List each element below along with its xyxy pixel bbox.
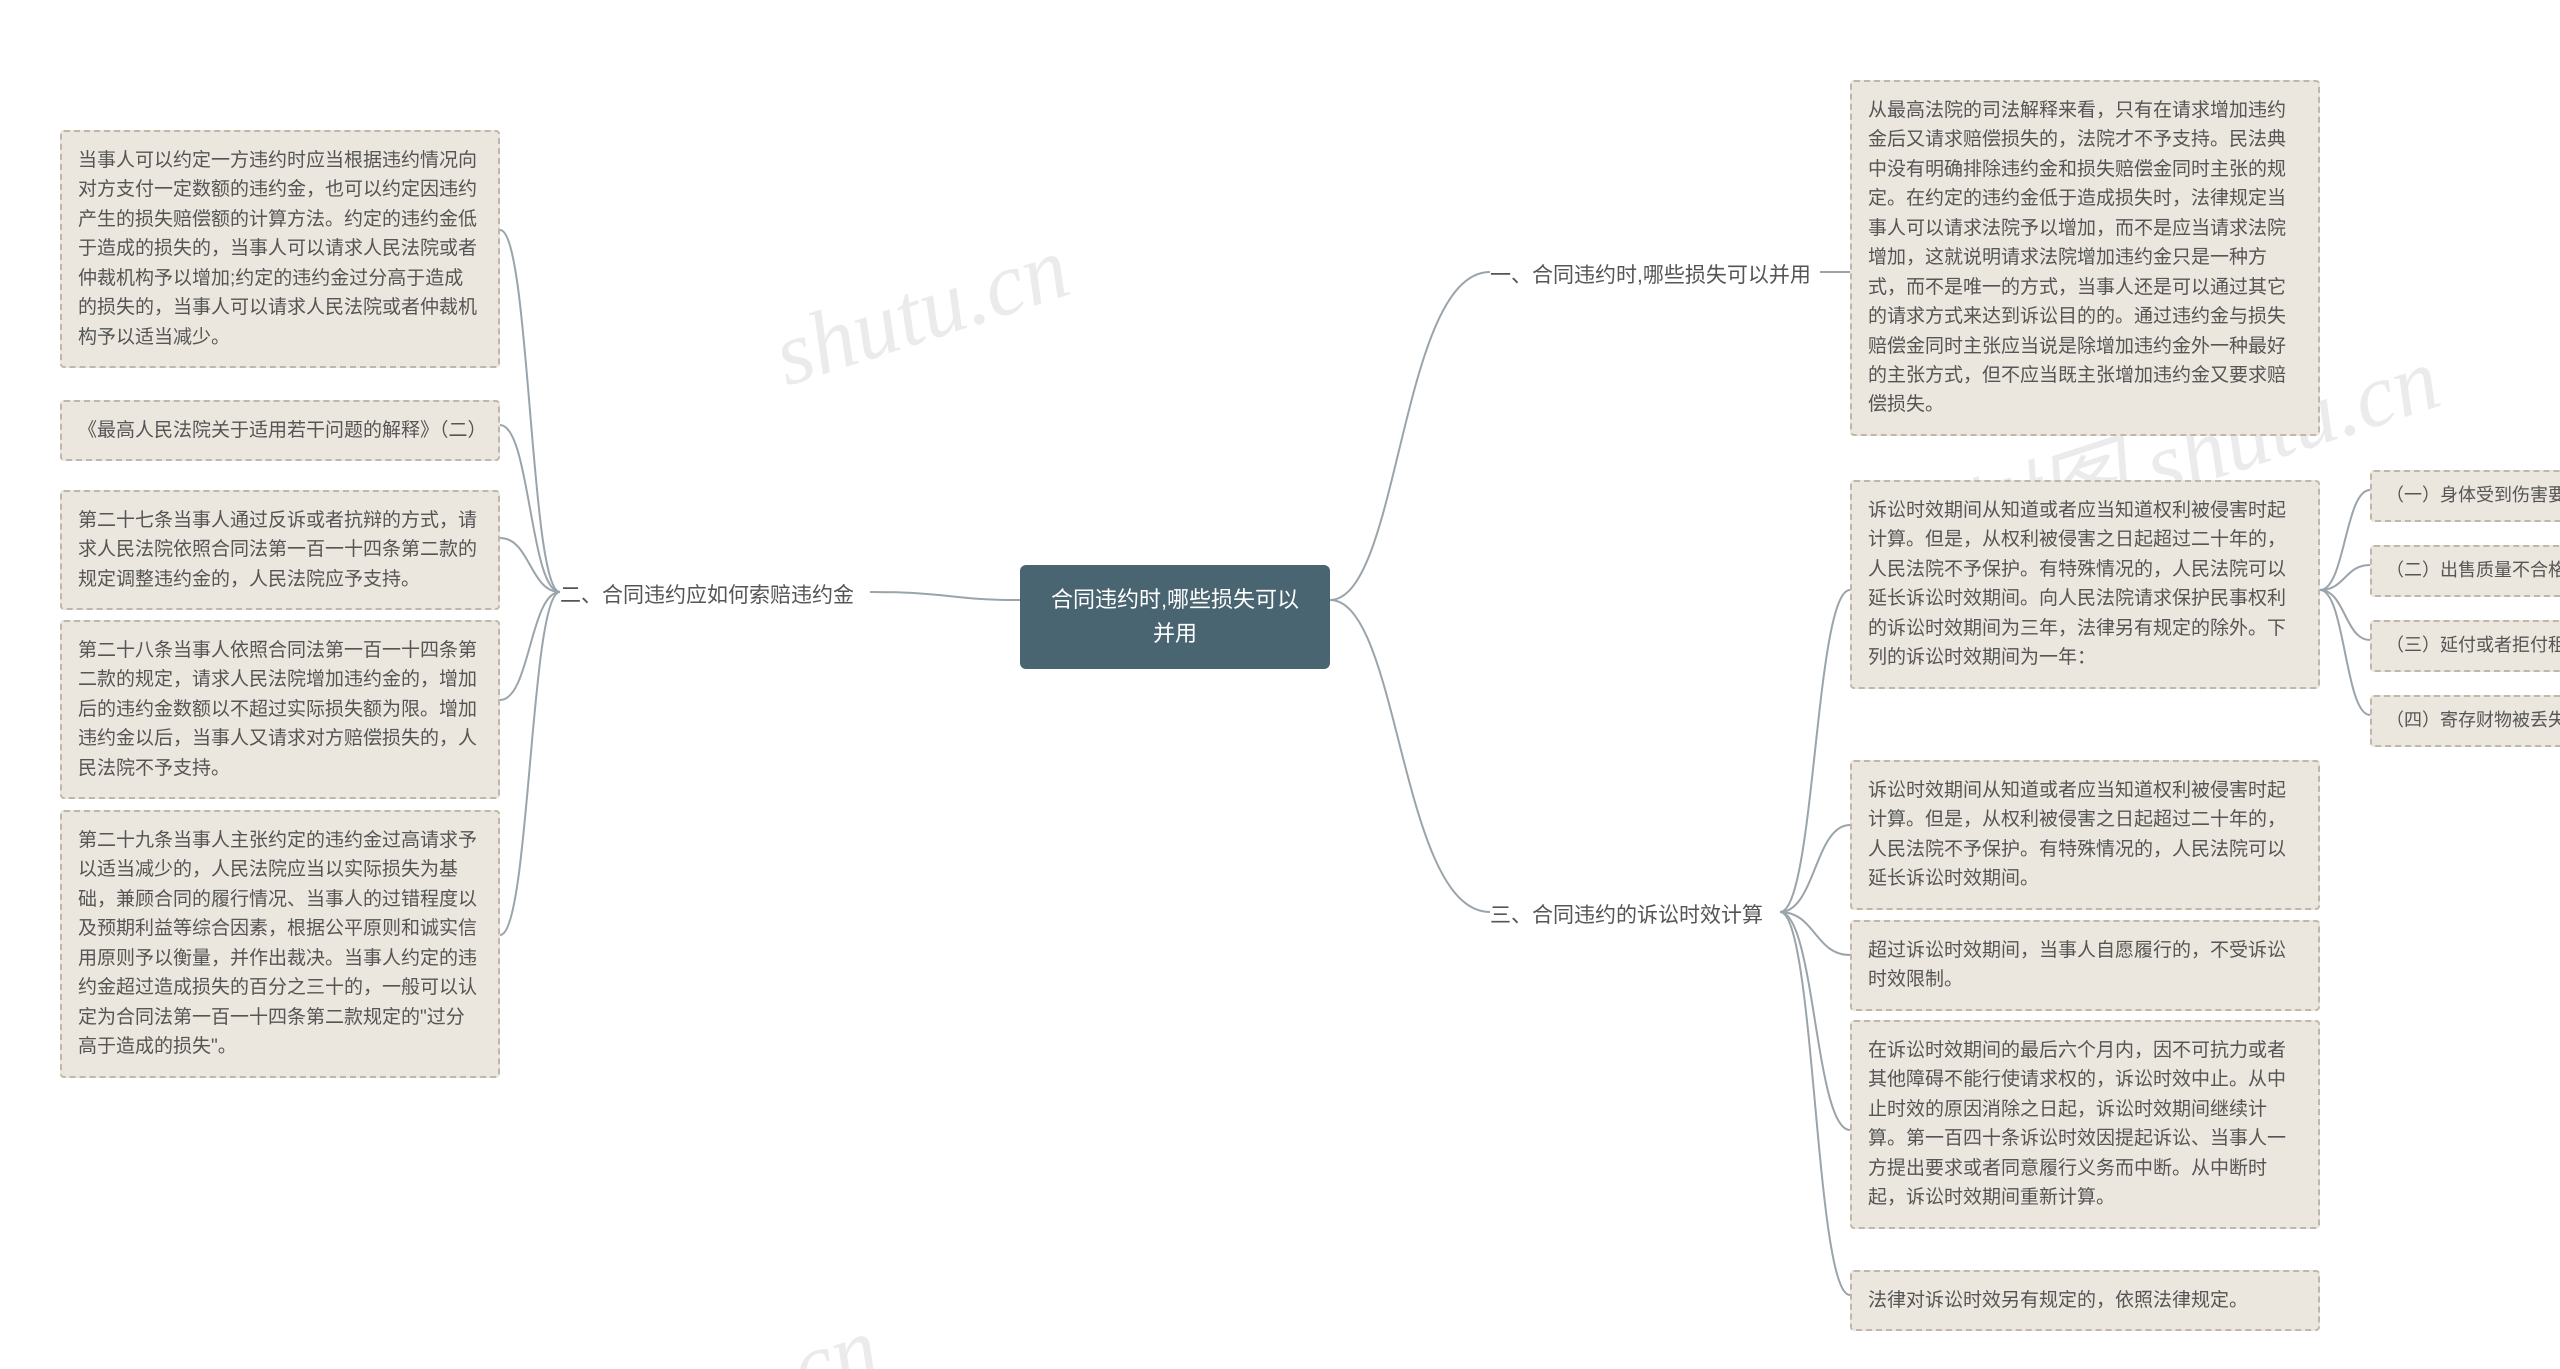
leaf-3-1: 诉讼时效期间从知道或者应当知道权利被侵害时起计算。但是，从权利被侵害之日起超过二… (1850, 480, 2320, 689)
leaf-2-2: 《最高人民法院关于适用若干问题的解释》（二） (60, 400, 500, 461)
leaf-3-1-4: （四）寄存财物被丢失或者损毁的。 (2370, 695, 2560, 747)
watermark: shutu.cn (761, 216, 1081, 407)
root-node: 合同违约时,哪些损失可以并用 (1020, 565, 1330, 669)
leaf-3-4: 在诉讼时效期间的最后六个月内，因不可抗力或者其他障碍不能行使请求权的，诉讼时效中… (1850, 1020, 2320, 1229)
leaf-3-1-1: （一）身体受到伤害要求赔偿的; (2370, 470, 2560, 522)
leaf-2-3: 第二十七条当事人通过反诉或者抗辩的方式，请求人民法院依照合同法第一百一十四条第二… (60, 490, 500, 610)
leaf-3-3: 超过诉讼时效期间，当事人自愿履行的，不受诉讼时效限制。 (1850, 920, 2320, 1011)
branch-3: 三、合同违约的诉讼时效计算 (1490, 900, 1763, 933)
watermark: .cn (757, 1296, 891, 1369)
branch-2: 二、合同违约应如何索赔违约金 (560, 580, 854, 613)
leaf-3-5: 法律对诉讼时效另有规定的，依照法律规定。 (1850, 1270, 2320, 1331)
leaf-3-2: 诉讼时效期间从知道或者应当知道权利被侵害时起计算。但是，从权利被侵害之日起超过二… (1850, 760, 2320, 910)
leaf-2-5: 第二十九条当事人主张约定的违约金过高请求予以适当减少的，人民法院应当以实际损失为… (60, 810, 500, 1078)
leaf-3-1-3: （三）延付或者拒付租金的; (2370, 620, 2560, 672)
branch-1: 一、合同违约时,哪些损失可以并用 (1490, 260, 1811, 293)
leaf-1-1: 从最高法院的司法解释来看，只有在请求增加违约金后又请求赔偿损失的，法院才不予支持… (1850, 80, 2320, 436)
leaf-3-1-2: （二）出售质量不合格的商品未声明的; (2370, 545, 2560, 597)
leaf-2-4: 第二十八条当事人依照合同法第一百一十四条第二款的规定，请求人民法院增加违约金的，… (60, 620, 500, 799)
leaf-2-1: 当事人可以约定一方违约时应当根据违约情况向对方支付一定数额的违约金，也可以约定因… (60, 130, 500, 368)
